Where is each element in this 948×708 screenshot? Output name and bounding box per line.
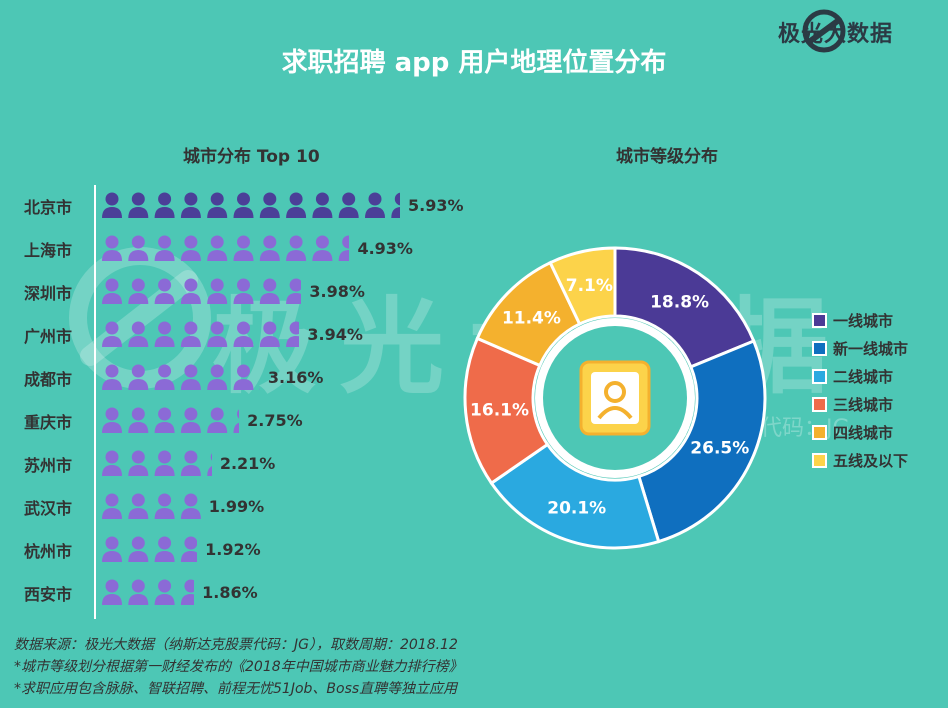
bar-category-label: 西安市 [23, 585, 72, 604]
legend-item: 五线及以下 [812, 450, 908, 470]
bar-value-label: 2.21% [219, 454, 276, 473]
bar-value-label: 3.98% [309, 282, 365, 301]
bar-value-label: 1.92% [205, 540, 261, 559]
legend-item: 一线城市 [812, 310, 893, 330]
bar-value-label: 1.86% [202, 583, 258, 602]
bar-value-label: 3.94% [307, 325, 363, 344]
bar-category-label: 上海市 [23, 241, 72, 260]
legend-item: 二线城市 [812, 366, 893, 386]
bar-value-label: 2.75% [247, 411, 303, 430]
donut-slice-label: 18.8% [650, 293, 709, 313]
legend-swatch [812, 340, 827, 356]
legend-swatch [812, 396, 827, 412]
bar-category-label: 北京市 [23, 198, 72, 217]
bar-mark [100, 319, 300, 349]
donut-chart: 18.8% 26.5% 20.1% 16.1% 11.4%7.1% [463, 246, 767, 550]
bar-category-label: 深圳市 [23, 284, 72, 303]
bar-category-label: 苏州市 [23, 456, 72, 475]
bar-value-label: 5.93% [408, 196, 464, 215]
bar-category-label: 广州市 [23, 327, 72, 346]
brand-logo-icon [802, 9, 846, 53]
legend-swatch [812, 368, 827, 384]
footer-note-2: *求职应用包含脉脉、智联招聘、前程无忧51Job、Boss直聘等独立应用 [14, 681, 458, 697]
donut-chart-title: 城市等级分布 [616, 147, 718, 167]
donut-slice [489, 442, 661, 550]
bar-chart-title: 城市分布 Top 10 [183, 147, 320, 167]
legend-item: 四线城市 [812, 422, 893, 442]
bar-mark [100, 491, 201, 521]
bar-axis-line [94, 185, 96, 619]
legend-item: 新一线城市 [812, 338, 908, 358]
donut-slice-label: 26.5% [690, 439, 749, 459]
bar-category-label: 武汉市 [23, 499, 72, 518]
footer-note-1: *城市等级划分根据第一财经发布的《2018年中国城市商业魅力排行榜》 [14, 659, 463, 675]
footer-source: 数据来源：极光大数据（纳斯达克股票代码：JG），取数周期：2018.12 [14, 637, 458, 653]
donut-slice-label: 20.1% [547, 499, 606, 519]
bar-category-label: 成都市 [23, 370, 72, 389]
legend-label: 一线城市 [833, 311, 894, 330]
donut-slice [548, 246, 617, 327]
bar-mark [100, 233, 350, 263]
donut-slice-label: 16.1% [470, 400, 529, 420]
donut-slice-label: 11.4% [502, 309, 561, 329]
user-card-icon [579, 360, 651, 436]
bar-mark [100, 362, 260, 392]
legend-label: 三线城市 [833, 395, 894, 414]
bar-mark [100, 405, 240, 435]
bar-mark [100, 190, 401, 220]
bar-value-label: 1.99% [208, 497, 265, 516]
brand-name: 极光大数据 [778, 22, 894, 47]
legend-swatch [812, 452, 827, 468]
bar-value-label: 4.93% [357, 239, 413, 258]
legend-item: 三线城市 [812, 394, 893, 414]
legend-label: 五线及以下 [833, 451, 909, 470]
legend-swatch [812, 312, 827, 328]
page-title: 求职招聘 app 用户地理位置分布 [281, 48, 667, 78]
donut-slice-label: 7.1% [566, 276, 613, 296]
bar-category-label: 重庆市 [23, 413, 72, 432]
legend-swatch [812, 424, 827, 440]
donut-slice [613, 246, 756, 369]
bar-mark [100, 577, 195, 607]
bar-value-label: 3.16% [267, 368, 324, 387]
legend-label: 二线城市 [833, 367, 894, 386]
legend-label: 四线城市 [833, 423, 894, 442]
bar-mark [100, 448, 212, 478]
bar-mark [100, 276, 302, 306]
donut-slice [636, 339, 767, 544]
legend-label: 新一线城市 [833, 339, 909, 358]
bar-category-label: 杭州市 [23, 542, 72, 561]
bar-mark [100, 534, 198, 564]
